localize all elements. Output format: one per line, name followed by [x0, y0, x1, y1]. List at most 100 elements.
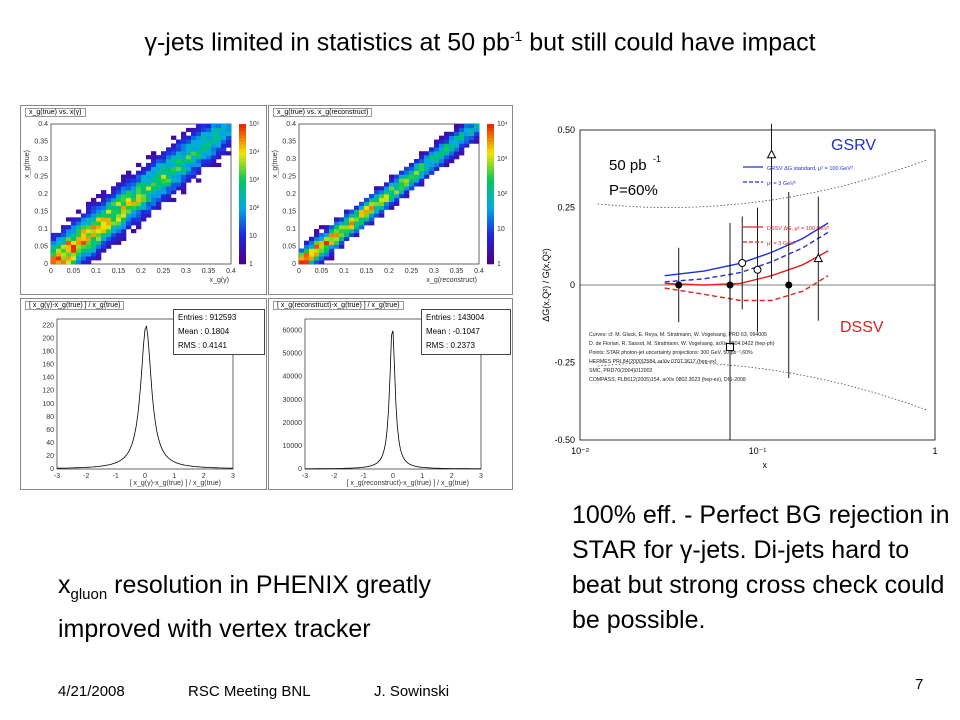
heatmap-cell	[314, 244, 320, 249]
heatmap-cell	[61, 232, 67, 238]
heatmap-cell	[101, 236, 107, 241]
heatmap-cell	[339, 225, 345, 230]
heatmap-cell	[384, 197, 390, 203]
heatmap-cell	[56, 236, 62, 241]
heatmap-cell	[91, 217, 97, 222]
heatmap-cell	[444, 131, 450, 136]
data-point	[766, 149, 777, 159]
heatmap-cell	[409, 166, 415, 171]
heatmap-cell	[389, 186, 395, 191]
heatmap-cell	[111, 221, 117, 226]
colorscale-segment	[239, 169, 246, 174]
heatmap-cell	[51, 256, 57, 261]
heatmap-cell	[96, 229, 102, 234]
colorscale-segment	[487, 176, 494, 181]
heatmap-cell	[136, 170, 142, 175]
heatmap-cell	[454, 124, 460, 129]
heatmap-cell	[389, 201, 395, 206]
heatmap-cell	[151, 186, 157, 191]
z-tick-label: 1	[249, 261, 253, 268]
heatmap-cell	[464, 131, 470, 136]
heatmap-cell	[394, 201, 400, 206]
heatmap-cell	[171, 174, 177, 179]
colorscale-segment	[239, 229, 246, 233]
heatmap-cell	[429, 166, 435, 171]
heatmap-cell	[71, 236, 77, 241]
heatmap-cell	[399, 178, 405, 183]
heatmap-cell	[379, 190, 385, 195]
heatmap-cell	[116, 205, 122, 210]
heatmap-cell	[384, 205, 390, 210]
x-tick-label: 0.4	[474, 268, 484, 275]
heatmap-cell	[309, 252, 315, 257]
heatmap-cell	[196, 155, 202, 160]
heatmap-cell	[469, 139, 475, 144]
y-tick-label: 0.05	[282, 244, 296, 251]
heatmap-cell	[404, 178, 410, 183]
heatmap-cell	[454, 151, 460, 156]
heatmap-cell	[141, 170, 147, 175]
heatmap-cell	[116, 194, 122, 199]
heatmap-cell	[206, 147, 212, 152]
heatmap-cell	[429, 170, 435, 175]
heatmap-cell	[344, 221, 350, 226]
x-tick-label: 2	[202, 473, 206, 480]
heatmap-cell	[111, 197, 117, 203]
heatmap-cell	[126, 201, 132, 206]
heatmap-cell	[216, 155, 222, 160]
heatmap-cell	[459, 147, 465, 152]
heatmap-cell	[76, 256, 82, 261]
heatmap-cell	[51, 260, 57, 265]
heatmap-cell	[121, 186, 127, 191]
heatmap-cell	[201, 151, 207, 156]
heatmap-cell	[394, 197, 400, 203]
heatmap-cell	[66, 232, 72, 238]
y-tick-label: 120	[42, 388, 54, 395]
heatmap-cell	[61, 240, 67, 245]
heatmap-cell	[146, 170, 152, 175]
heatmap-cell	[434, 155, 440, 160]
heatmap-cell	[444, 147, 450, 152]
heatmap-cell	[106, 225, 112, 230]
heatmap-cell	[206, 159, 212, 164]
heatmap-cell	[429, 151, 435, 156]
y-tick-label: 0.05	[34, 244, 48, 251]
colorscale-segment	[239, 127, 246, 132]
heatmap-cell	[196, 124, 202, 129]
colorscale-segment	[487, 141, 494, 146]
heatmap-cell	[91, 213, 97, 218]
heatmap-cell	[126, 221, 132, 226]
y-tick-label: 200	[42, 336, 54, 343]
panel-title: x_g(true) vs. x(γ)	[25, 108, 86, 117]
heatmap-cell	[156, 174, 162, 179]
x-tick-label: -3	[54, 473, 60, 480]
heatmap-cell	[91, 256, 97, 261]
heatmap-cell	[101, 240, 107, 245]
heatmap-cell	[389, 205, 395, 210]
heatmap-cell	[459, 151, 465, 156]
heatmap-cell	[191, 174, 197, 179]
heatmap-cell	[121, 221, 127, 226]
x-tick-label: 0	[391, 473, 395, 480]
heatmap-cell	[324, 229, 330, 234]
heatmap-cell	[176, 147, 182, 152]
heatmap-cell	[374, 194, 380, 199]
heatmap-cell	[121, 182, 127, 187]
heatmap-cell	[369, 197, 375, 203]
heatmap-cell	[319, 232, 325, 238]
heatmap-cell	[344, 209, 350, 214]
y-tick-label: 10000	[283, 443, 303, 450]
heatmap-cell	[206, 162, 212, 168]
heatmap-cell	[121, 190, 127, 195]
heatmap-cell	[126, 174, 132, 179]
heatmap-cell	[334, 244, 340, 249]
heatmap-cell	[171, 159, 177, 164]
heatmap-cell	[166, 194, 172, 199]
heatmap-cell	[71, 252, 77, 257]
y-tick-label: -0.25	[554, 358, 575, 368]
heatmap-cell	[434, 139, 440, 144]
heatmap-cell	[111, 201, 117, 206]
heatmap-cell	[161, 182, 167, 187]
x-tick-label: -2	[83, 473, 89, 480]
heatmap-cell	[374, 186, 380, 191]
